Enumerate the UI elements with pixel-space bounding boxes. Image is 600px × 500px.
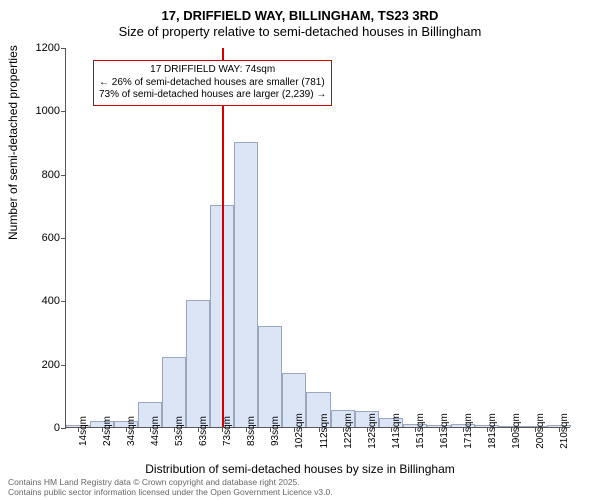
chart-title-line2: Size of property relative to semi-detach…	[0, 24, 600, 40]
y-tick-mark	[61, 48, 66, 49]
x-tick-label: 171sqm	[463, 413, 474, 449]
histogram-bar	[258, 326, 282, 427]
x-tick-label: 73sqm	[222, 416, 233, 446]
x-tick-mark	[439, 427, 440, 432]
x-tick-label: 181sqm	[487, 413, 498, 449]
y-tick-mark	[61, 428, 66, 429]
x-tick-label: 122sqm	[343, 413, 354, 449]
x-tick-mark	[246, 427, 247, 432]
x-tick-mark	[270, 427, 271, 432]
x-tick-label: 210sqm	[559, 413, 570, 449]
y-tick-label: 600	[42, 232, 60, 244]
x-tick-mark	[78, 427, 79, 432]
y-tick-label: 1200	[36, 42, 60, 54]
x-tick-mark	[463, 427, 464, 432]
y-tick-mark	[61, 175, 66, 176]
x-tick-label: 112sqm	[319, 414, 330, 449]
x-tick-mark	[487, 427, 488, 432]
y-tick-label: 400	[42, 295, 60, 307]
x-tick-label: 200sqm	[535, 413, 546, 449]
footer-attribution: Contains HM Land Registry data © Crown c…	[0, 478, 600, 498]
plot-area: 02004006008001000120014sqm24sqm34sqm44sq…	[65, 48, 570, 428]
x-tick-mark	[126, 427, 127, 432]
y-tick-mark	[61, 238, 66, 239]
x-tick-mark	[391, 427, 392, 432]
x-tick-label: 151sqm	[415, 413, 426, 449]
x-tick-mark	[102, 427, 103, 432]
y-tick-label: 200	[42, 359, 60, 371]
x-tick-mark	[415, 427, 416, 432]
x-tick-label: 24sqm	[102, 416, 113, 446]
chart-title-line1: 17, DRIFFIELD WAY, BILLINGHAM, TS23 3RD	[0, 8, 600, 24]
annotation-line: ← 26% of semi-detached houses are smalle…	[99, 77, 326, 90]
annotation-line: 73% of semi-detached houses are larger (…	[99, 89, 326, 102]
y-axis-label: Number of semi-detached properties	[6, 45, 20, 240]
x-tick-mark	[150, 427, 151, 432]
x-tick-mark	[222, 427, 223, 432]
x-tick-label: 14sqm	[78, 416, 89, 446]
footer-line2: Contains public sector information licen…	[8, 488, 600, 498]
y-tick-label: 0	[54, 422, 60, 434]
x-tick-label: 190sqm	[511, 413, 522, 449]
annotation-box: 17 DRIFFIELD WAY: 74sqm← 26% of semi-det…	[93, 60, 332, 106]
x-tick-label: 102sqm	[294, 413, 305, 449]
x-tick-mark	[198, 427, 199, 432]
y-tick-mark	[61, 365, 66, 366]
x-tick-mark	[174, 427, 175, 432]
y-tick-label: 1000	[36, 105, 60, 117]
y-tick-label: 800	[42, 169, 60, 181]
x-tick-label: 34sqm	[126, 416, 137, 446]
x-tick-mark	[343, 427, 344, 432]
x-tick-label: 63sqm	[198, 416, 209, 446]
x-axis-label: Distribution of semi-detached houses by …	[0, 462, 600, 476]
x-tick-mark	[294, 427, 295, 432]
x-tick-label: 161sqm	[439, 413, 450, 449]
x-tick-mark	[367, 427, 368, 432]
annotation-line: 17 DRIFFIELD WAY: 74sqm	[99, 64, 326, 77]
y-tick-mark	[61, 301, 66, 302]
x-tick-label: 141sqm	[391, 413, 402, 449]
x-tick-label: 93sqm	[270, 416, 281, 446]
x-tick-mark	[319, 427, 320, 432]
x-tick-mark	[559, 427, 560, 432]
y-tick-mark	[61, 111, 66, 112]
x-tick-mark	[511, 427, 512, 432]
histogram-bar	[234, 142, 258, 427]
histogram-bar	[186, 300, 210, 427]
x-tick-label: 83sqm	[246, 416, 257, 446]
x-tick-label: 53sqm	[174, 416, 185, 446]
x-tick-label: 44sqm	[150, 416, 161, 446]
x-tick-label: 132sqm	[367, 413, 378, 449]
x-tick-mark	[535, 427, 536, 432]
